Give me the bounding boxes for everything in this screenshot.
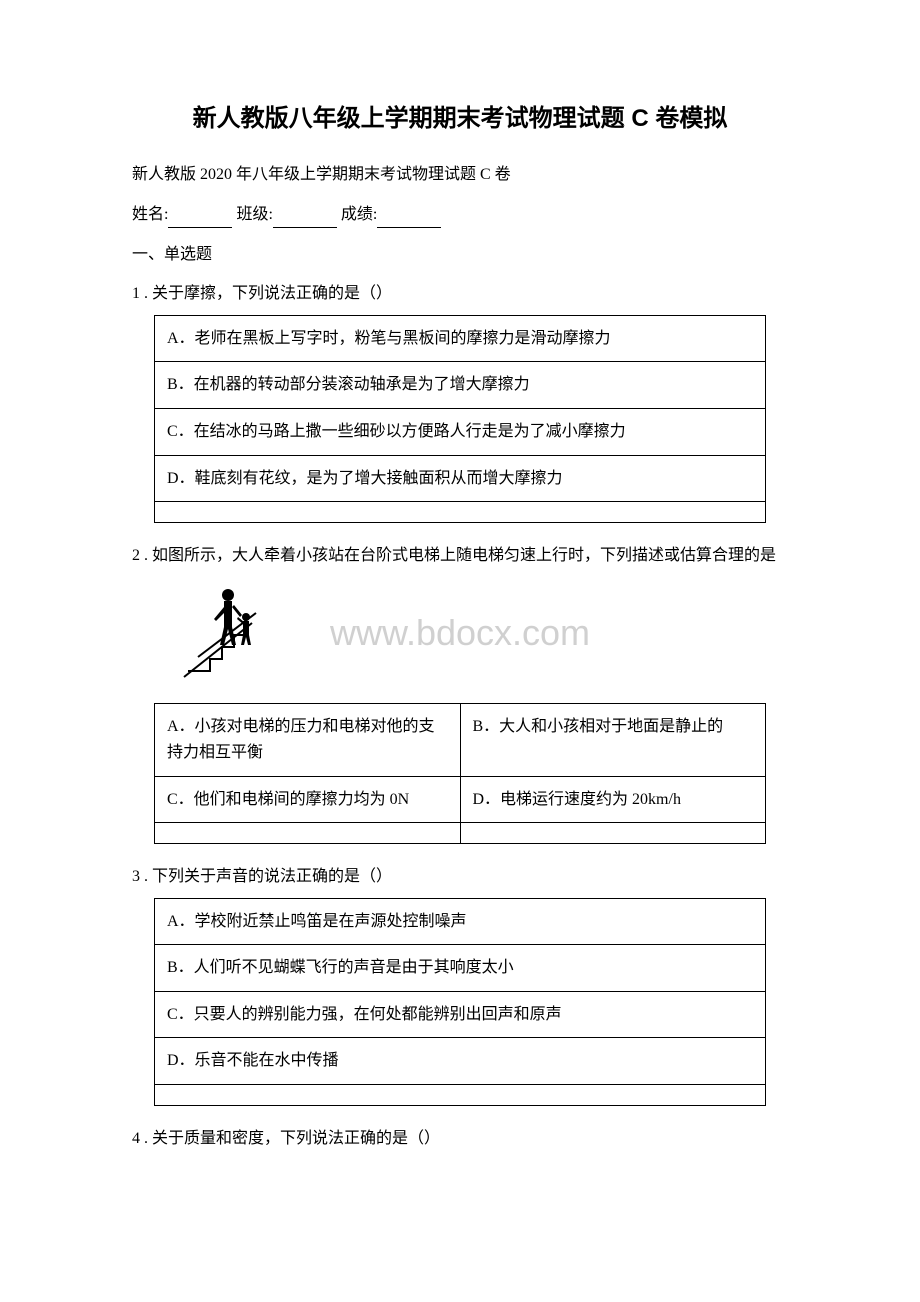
q1-optA: A．老师在黑板上写字时，粉笔与黑板间的摩擦力是滑动摩擦力 <box>155 315 766 362</box>
q3-optB: B．人们听不见蝴蝶飞行的声音是由于其响度太小 <box>155 945 766 992</box>
name-label: 姓名: <box>132 206 168 223</box>
q2-optC: C．他们和电梯间的摩擦力均为 0N <box>155 776 461 823</box>
q2-empty-cell-2 <box>460 823 766 844</box>
escalator-icon <box>180 579 290 679</box>
q3-optA: A．学校附近禁止鸣笛是在声源处控制噪声 <box>155 898 766 945</box>
q3-stem: 3 . 下列关于声音的说法正确的是（） <box>100 864 820 890</box>
class-blank[interactable] <box>273 210 337 228</box>
name-blank[interactable] <box>168 210 232 228</box>
q2-optD: D．电梯运行速度约为 20km/h <box>460 776 766 823</box>
q2-options-table: A．小孩对电梯的压力和电梯对他的支持力相互平衡 B．大人和小孩相对于地面是静止的… <box>154 703 766 844</box>
q1-optB: B．在机器的转动部分装滚动轴承是为了增大摩擦力 <box>155 362 766 409</box>
subtitle: 新人教版 2020 年八年级上学期期末考试物理试题 C 卷 <box>100 162 820 188</box>
q2-empty-cell-1 <box>155 823 461 844</box>
q1-empty-row <box>155 502 766 523</box>
q1-stem: 1 . 关于摩擦，下列说法正确的是（） <box>100 281 820 307</box>
q4-stem: 4 . 关于质量和密度，下列说法正确的是（） <box>100 1126 820 1152</box>
form-line: 姓名: 班级: 成绩: <box>100 202 820 228</box>
page-title: 新人教版八年级上学期期末考试物理试题 C 卷模拟 <box>100 100 820 138</box>
section-header: 一、单选题 <box>100 242 820 268</box>
q1-options-table: A．老师在黑板上写字时，粉笔与黑板间的摩擦力是滑动摩擦力 B．在机器的转动部分装… <box>154 315 766 523</box>
q1-optD: D．鞋底刻有花纹，是为了增大接触面积从而增大摩擦力 <box>155 455 766 502</box>
q3-optC: C．只要人的辨别能力强，在何处都能辨别出回声和原声 <box>155 991 766 1038</box>
q2-figure-row: www.bdocx.com <box>100 579 820 688</box>
q3-options-table: A．学校附近禁止鸣笛是在声源处控制噪声 B．人们听不见蝴蝶飞行的声音是由于其响度… <box>154 898 766 1106</box>
q2-optB: B．大人和小孩相对于地面是静止的 <box>460 704 766 776</box>
score-label: 成绩: <box>341 206 377 223</box>
q2-stem: 2 . 如图所示，大人牵着小孩站在台阶式电梯上随电梯匀速上行时，下列描述或估算合… <box>100 543 820 569</box>
class-label: 班级: <box>236 206 272 223</box>
q3-optD: D．乐音不能在水中传播 <box>155 1038 766 1085</box>
q2-optA: A．小孩对电梯的压力和电梯对他的支持力相互平衡 <box>155 704 461 776</box>
watermark: www.bdocx.com <box>330 604 590 662</box>
score-blank[interactable] <box>377 210 441 228</box>
q1-optC: C．在结冰的马路上撒一些细砂以方便路人行走是为了减小摩擦力 <box>155 408 766 455</box>
q3-empty-row <box>155 1085 766 1106</box>
